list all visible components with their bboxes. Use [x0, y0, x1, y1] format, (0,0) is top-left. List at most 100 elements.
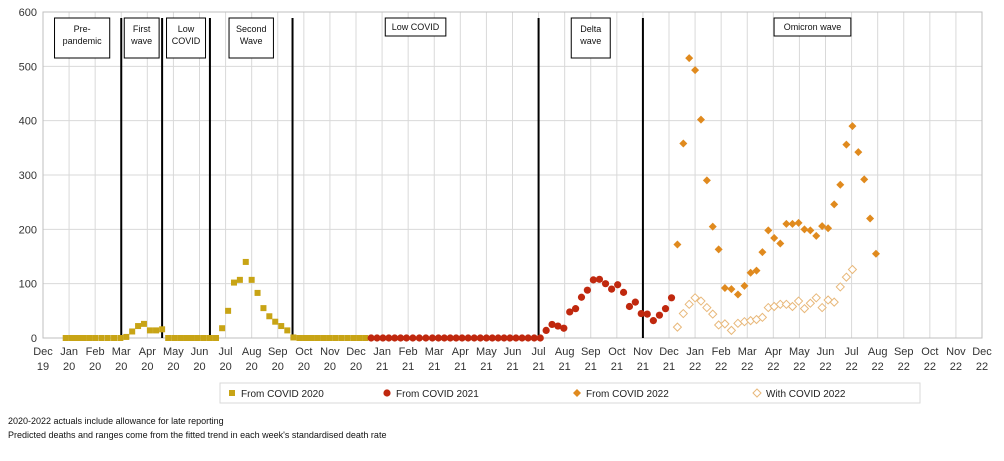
- y-tick-label: 200: [19, 224, 37, 236]
- phase-label: First: [133, 24, 151, 34]
- x-tick-month: Nov: [946, 346, 966, 358]
- data-point: [98, 335, 105, 341]
- data-point: [817, 302, 827, 313]
- data-point: [542, 326, 550, 334]
- data-point: [726, 325, 737, 336]
- x-tick-year: 20: [350, 361, 362, 373]
- data-point: [746, 268, 755, 277]
- data-point: [512, 334, 520, 342]
- data-point: [829, 297, 839, 307]
- data-point: [446, 334, 454, 342]
- x-tick-month: Jul: [845, 346, 859, 358]
- data-point: [758, 248, 767, 257]
- data-point: [117, 335, 124, 341]
- data-point: [86, 335, 93, 341]
- data-point: [691, 66, 700, 75]
- data-point: [434, 334, 443, 342]
- chart-svg: Pre-pandemic First wave Low COVID Second Wave L…: [19, 7, 992, 404]
- footnotes: 2020-2022 actuals include allowance for …: [8, 414, 386, 442]
- x-tick-month: May: [476, 346, 497, 358]
- phase-label-box: [123, 17, 160, 59]
- data-point: [476, 334, 484, 342]
- phase-label: wave: [130, 36, 152, 46]
- data-point: [290, 334, 297, 341]
- x-tick-month: Jan: [373, 346, 391, 358]
- data-point: [788, 219, 797, 228]
- data-point: [800, 225, 809, 234]
- x-tick-month: Dec: [659, 346, 679, 358]
- x-tick-month: Aug: [242, 346, 262, 358]
- data-point: [661, 305, 670, 313]
- x-tick-year: 21: [559, 361, 571, 373]
- data-point: [824, 224, 833, 233]
- x-tick-year: 20: [324, 361, 336, 373]
- x-tick-year: 21: [585, 361, 597, 373]
- data-point: [272, 318, 279, 325]
- legend: From COVID 2020 From COVID 2021 From COVID…: [219, 382, 921, 404]
- data-point: [631, 298, 639, 306]
- data-point: [494, 334, 502, 342]
- data-point: [764, 226, 773, 235]
- x-tick-month: Apr: [452, 346, 469, 358]
- x-tick-month: Nov: [633, 346, 653, 358]
- x-tick-month: Jun: [817, 346, 835, 358]
- legend-label: From COVID 2020: [241, 389, 324, 400]
- x-tick-month: Sep: [581, 346, 601, 358]
- data-point: [225, 307, 232, 314]
- data-point: [506, 334, 514, 342]
- data-point: [266, 313, 273, 320]
- x-tick-month: Jul: [219, 346, 233, 358]
- data-point: [146, 327, 153, 334]
- x-tick-year: 20: [272, 361, 284, 373]
- x-tick-year: 21: [506, 361, 518, 373]
- footnote-2: Predicted deaths and ranges come from th…: [8, 430, 387, 440]
- x-tick-month: Nov: [320, 346, 340, 358]
- phase-label-box: [773, 17, 852, 37]
- data-point: [219, 325, 226, 332]
- x-tick-month: Feb: [86, 346, 105, 358]
- x-tick-year: 21: [402, 361, 414, 373]
- y-tick-label: 100: [19, 279, 37, 291]
- data-point: [320, 335, 327, 341]
- x-tick-month: Sep: [268, 346, 288, 358]
- phase-label: COVID: [172, 36, 201, 46]
- data-point: [236, 276, 243, 283]
- data-point: [177, 335, 184, 341]
- phase-label: Low: [178, 24, 195, 34]
- data-point: [470, 334, 478, 342]
- data-point: [708, 309, 718, 319]
- y-tick-label: 600: [19, 7, 37, 19]
- data-point: [714, 245, 723, 254]
- data-point: [74, 335, 81, 341]
- data-point: [332, 335, 339, 341]
- legend-box: [219, 382, 921, 404]
- data-point: [326, 335, 333, 341]
- data-point: [708, 222, 717, 231]
- data-point: [518, 334, 526, 342]
- x-tick-month: Oct: [295, 346, 312, 358]
- data-point: [608, 285, 616, 293]
- y-tick-label: 300: [19, 170, 37, 182]
- data-point: [835, 282, 845, 292]
- x-tick-month: Dec: [972, 346, 992, 358]
- data-point: [440, 334, 448, 342]
- data-point: [848, 122, 857, 131]
- data-point: [254, 289, 261, 296]
- data-point: [601, 280, 610, 288]
- chart: Pre-pandemic First wave Low COVID Second Wave L…: [19, 7, 992, 404]
- x-tick-year: 22: [924, 361, 936, 373]
- data-point: [422, 334, 430, 342]
- data-point: [362, 335, 369, 341]
- data-point: [572, 305, 580, 313]
- data-point: [696, 296, 706, 306]
- data-point: [260, 305, 267, 312]
- data-point: [866, 214, 875, 223]
- x-tick-year: 22: [976, 361, 988, 373]
- data-point: [200, 335, 207, 341]
- data-point: [637, 309, 645, 318]
- data-point: [720, 284, 729, 293]
- data-point: [385, 334, 393, 342]
- data-point: [350, 335, 357, 341]
- y-tick-label: 500: [19, 61, 37, 73]
- data-point: [625, 302, 634, 311]
